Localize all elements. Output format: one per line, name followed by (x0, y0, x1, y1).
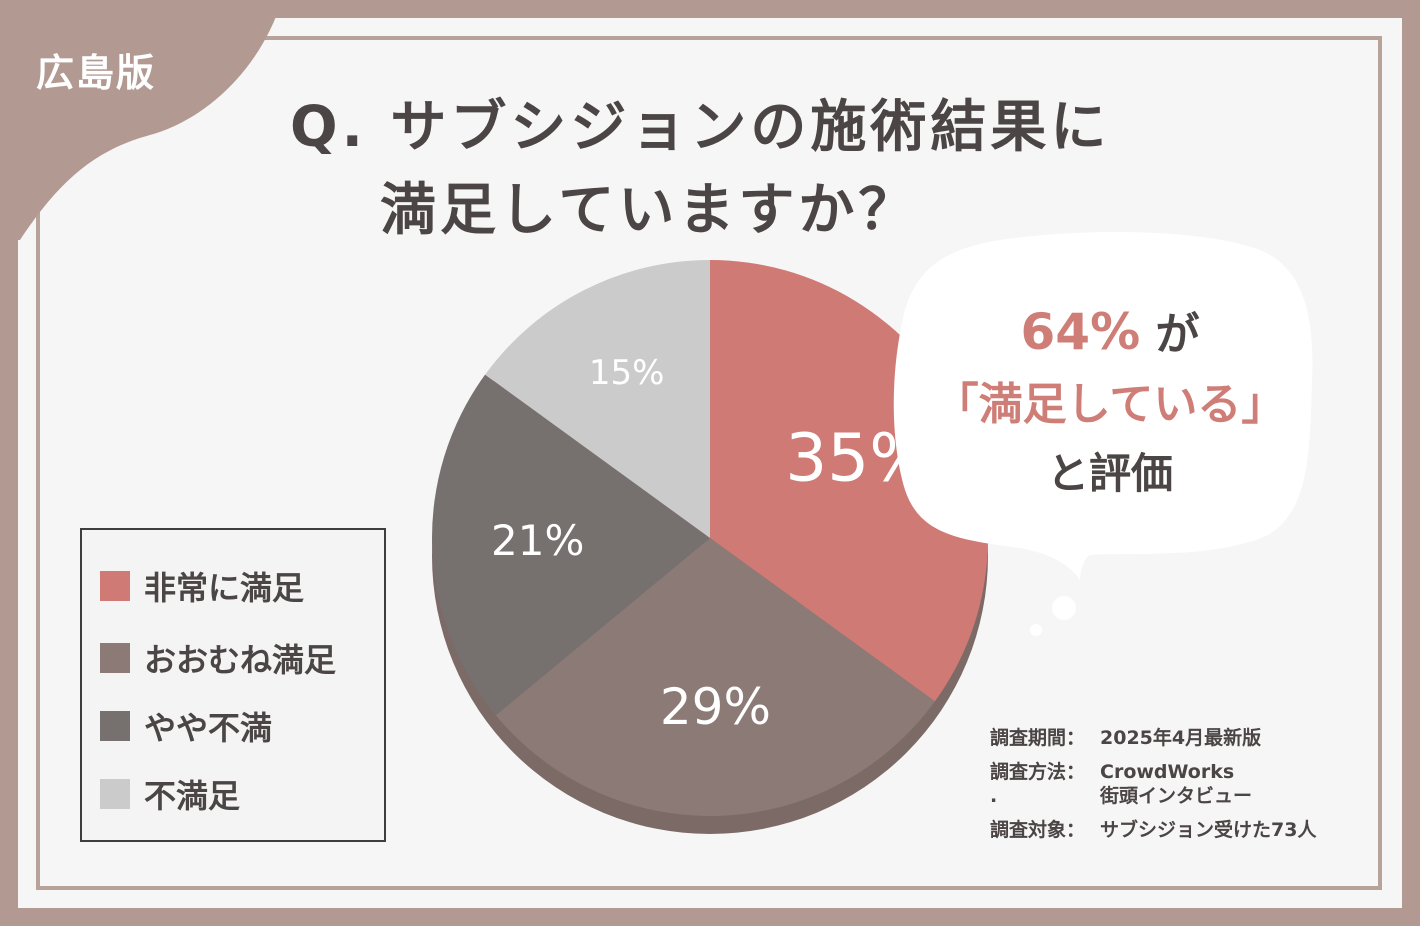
speech-bubble-shape (893, 231, 1313, 580)
callout-suffix: と評価 (1046, 449, 1173, 498)
pie-slice (495, 538, 935, 816)
survey-method-value-1: CrowdWorks (1100, 761, 1235, 783)
legend-swatch (100, 711, 130, 741)
legend-label: おおむね満足 (144, 641, 337, 679)
legend-item: 非常に満足 (100, 566, 305, 607)
survey-target-label: 調査対象： (990, 819, 1086, 841)
legend-swatch (100, 643, 130, 673)
pie-value-label: 21% (491, 516, 584, 565)
bubble-dot (1030, 624, 1042, 636)
survey-period: 調査期間： 2025年4月最新版 (990, 726, 1316, 750)
survey-period-label: 調査期間： (990, 727, 1086, 749)
bubble-dot (1052, 596, 1076, 620)
callout-particle: が (1155, 309, 1200, 360)
legend-item: 不満足 (100, 774, 241, 815)
decorative-frame (36, 36, 1382, 890)
legend-item: やや不満 (100, 706, 273, 747)
survey-period-value: 2025年4月最新版 (1100, 727, 1262, 749)
legend-label: 非常に満足 (144, 569, 305, 607)
pie-value-label: 29% (660, 678, 771, 736)
region-tag: 広島版 (36, 51, 157, 95)
chart-legend: 非常に満足 おおむね満足 やや不満 不満足 (80, 528, 386, 842)
survey-method-dot: . (990, 785, 998, 807)
callout-phrase: 「満足している」 (934, 379, 1286, 430)
survey-method-label: 調査方法： (990, 761, 1086, 783)
region-tag-corner (0, 0, 282, 240)
survey-info: 調査期間： 2025年4月最新版 調査方法： . CrowdWorks 街頭イン… (990, 726, 1316, 852)
pie-slice (432, 374, 710, 716)
question-title-line2: 満足していますか？ (380, 178, 919, 243)
callout-percent: 64% (1020, 303, 1141, 361)
survey-target: 調査対象： サブシジョン受けた73人 (990, 818, 1316, 842)
question-title-line1: Q. サブシジョンの施術結果に (290, 95, 1111, 160)
legend-item: おおむね満足 (100, 638, 337, 679)
survey-method-value-2: 街頭インタビュー (1100, 785, 1253, 807)
legend-label: やや不満 (144, 709, 273, 747)
pie-value-label: 15% (589, 353, 665, 393)
survey-target-value: サブシジョン受けた73人 (1100, 819, 1317, 841)
legend-swatch (100, 571, 130, 601)
callout-line1: 64% が (930, 298, 1290, 362)
survey-method: 調査方法： . CrowdWorks 街頭インタビュー (990, 760, 1316, 808)
legend-label: 不満足 (144, 777, 241, 815)
legend-swatch (100, 779, 130, 809)
speech-bubble (893, 231, 1313, 636)
pie-slice (485, 260, 710, 538)
